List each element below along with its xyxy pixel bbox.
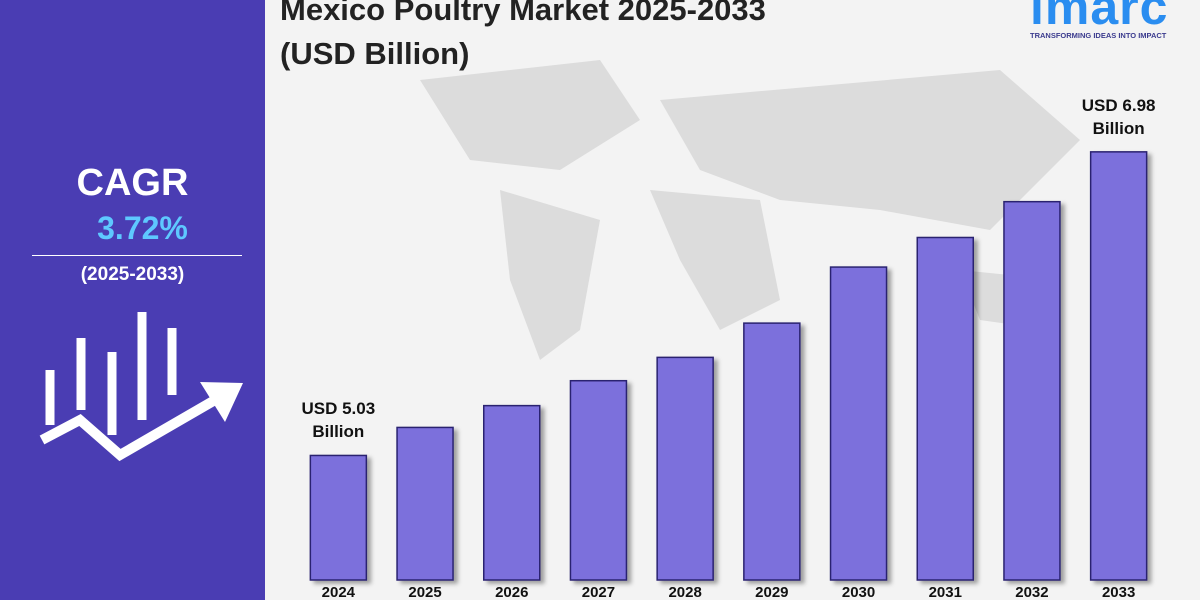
chart-subtitle: (USD Billion)	[280, 36, 470, 71]
bar	[916, 236, 974, 581]
logo-tagline: TRANSFORMING IDEAS INTO IMPACT	[1030, 31, 1167, 40]
x-tick-label: 2031	[929, 584, 962, 600]
cagr-label: CAGR	[76, 162, 189, 204]
x-tick-label: 2029	[755, 584, 788, 600]
x-tick-label: 2028	[668, 584, 701, 600]
bar	[569, 379, 628, 581]
bar	[656, 356, 714, 581]
bar	[743, 322, 801, 581]
cagr-value: 3.72%	[97, 210, 188, 246]
bar	[396, 426, 454, 581]
world-map	[420, 60, 1080, 360]
x-tick-label: 2027	[582, 584, 615, 600]
bar	[483, 404, 541, 581]
chart-title: Mexico Poultry Market 2025-2033	[280, 0, 766, 27]
bar	[1003, 200, 1061, 581]
x-tick-label: 2024	[322, 584, 356, 600]
x-tick-label: 2025	[408, 584, 441, 600]
x-tick-label: 2033	[1102, 584, 1135, 600]
bar	[309, 454, 368, 581]
bar	[1089, 151, 1148, 581]
x-tick-label: 2032	[1015, 584, 1048, 600]
growth-icon	[39, 312, 243, 462]
divider	[32, 255, 242, 256]
x-tick-label: 2026	[495, 584, 528, 600]
value-label: USD 5.03 Billion	[301, 399, 376, 442]
logo: imarc	[1030, 0, 1169, 35]
bar	[829, 266, 888, 581]
cagr-period: (2025-2033)	[80, 264, 185, 285]
value-label: USD 6.98 Billion	[1081, 95, 1156, 138]
cagr-panel: CAGR 3.72% (2025-2033)	[0, 0, 265, 600]
x-tick-label: 2030	[842, 584, 875, 600]
